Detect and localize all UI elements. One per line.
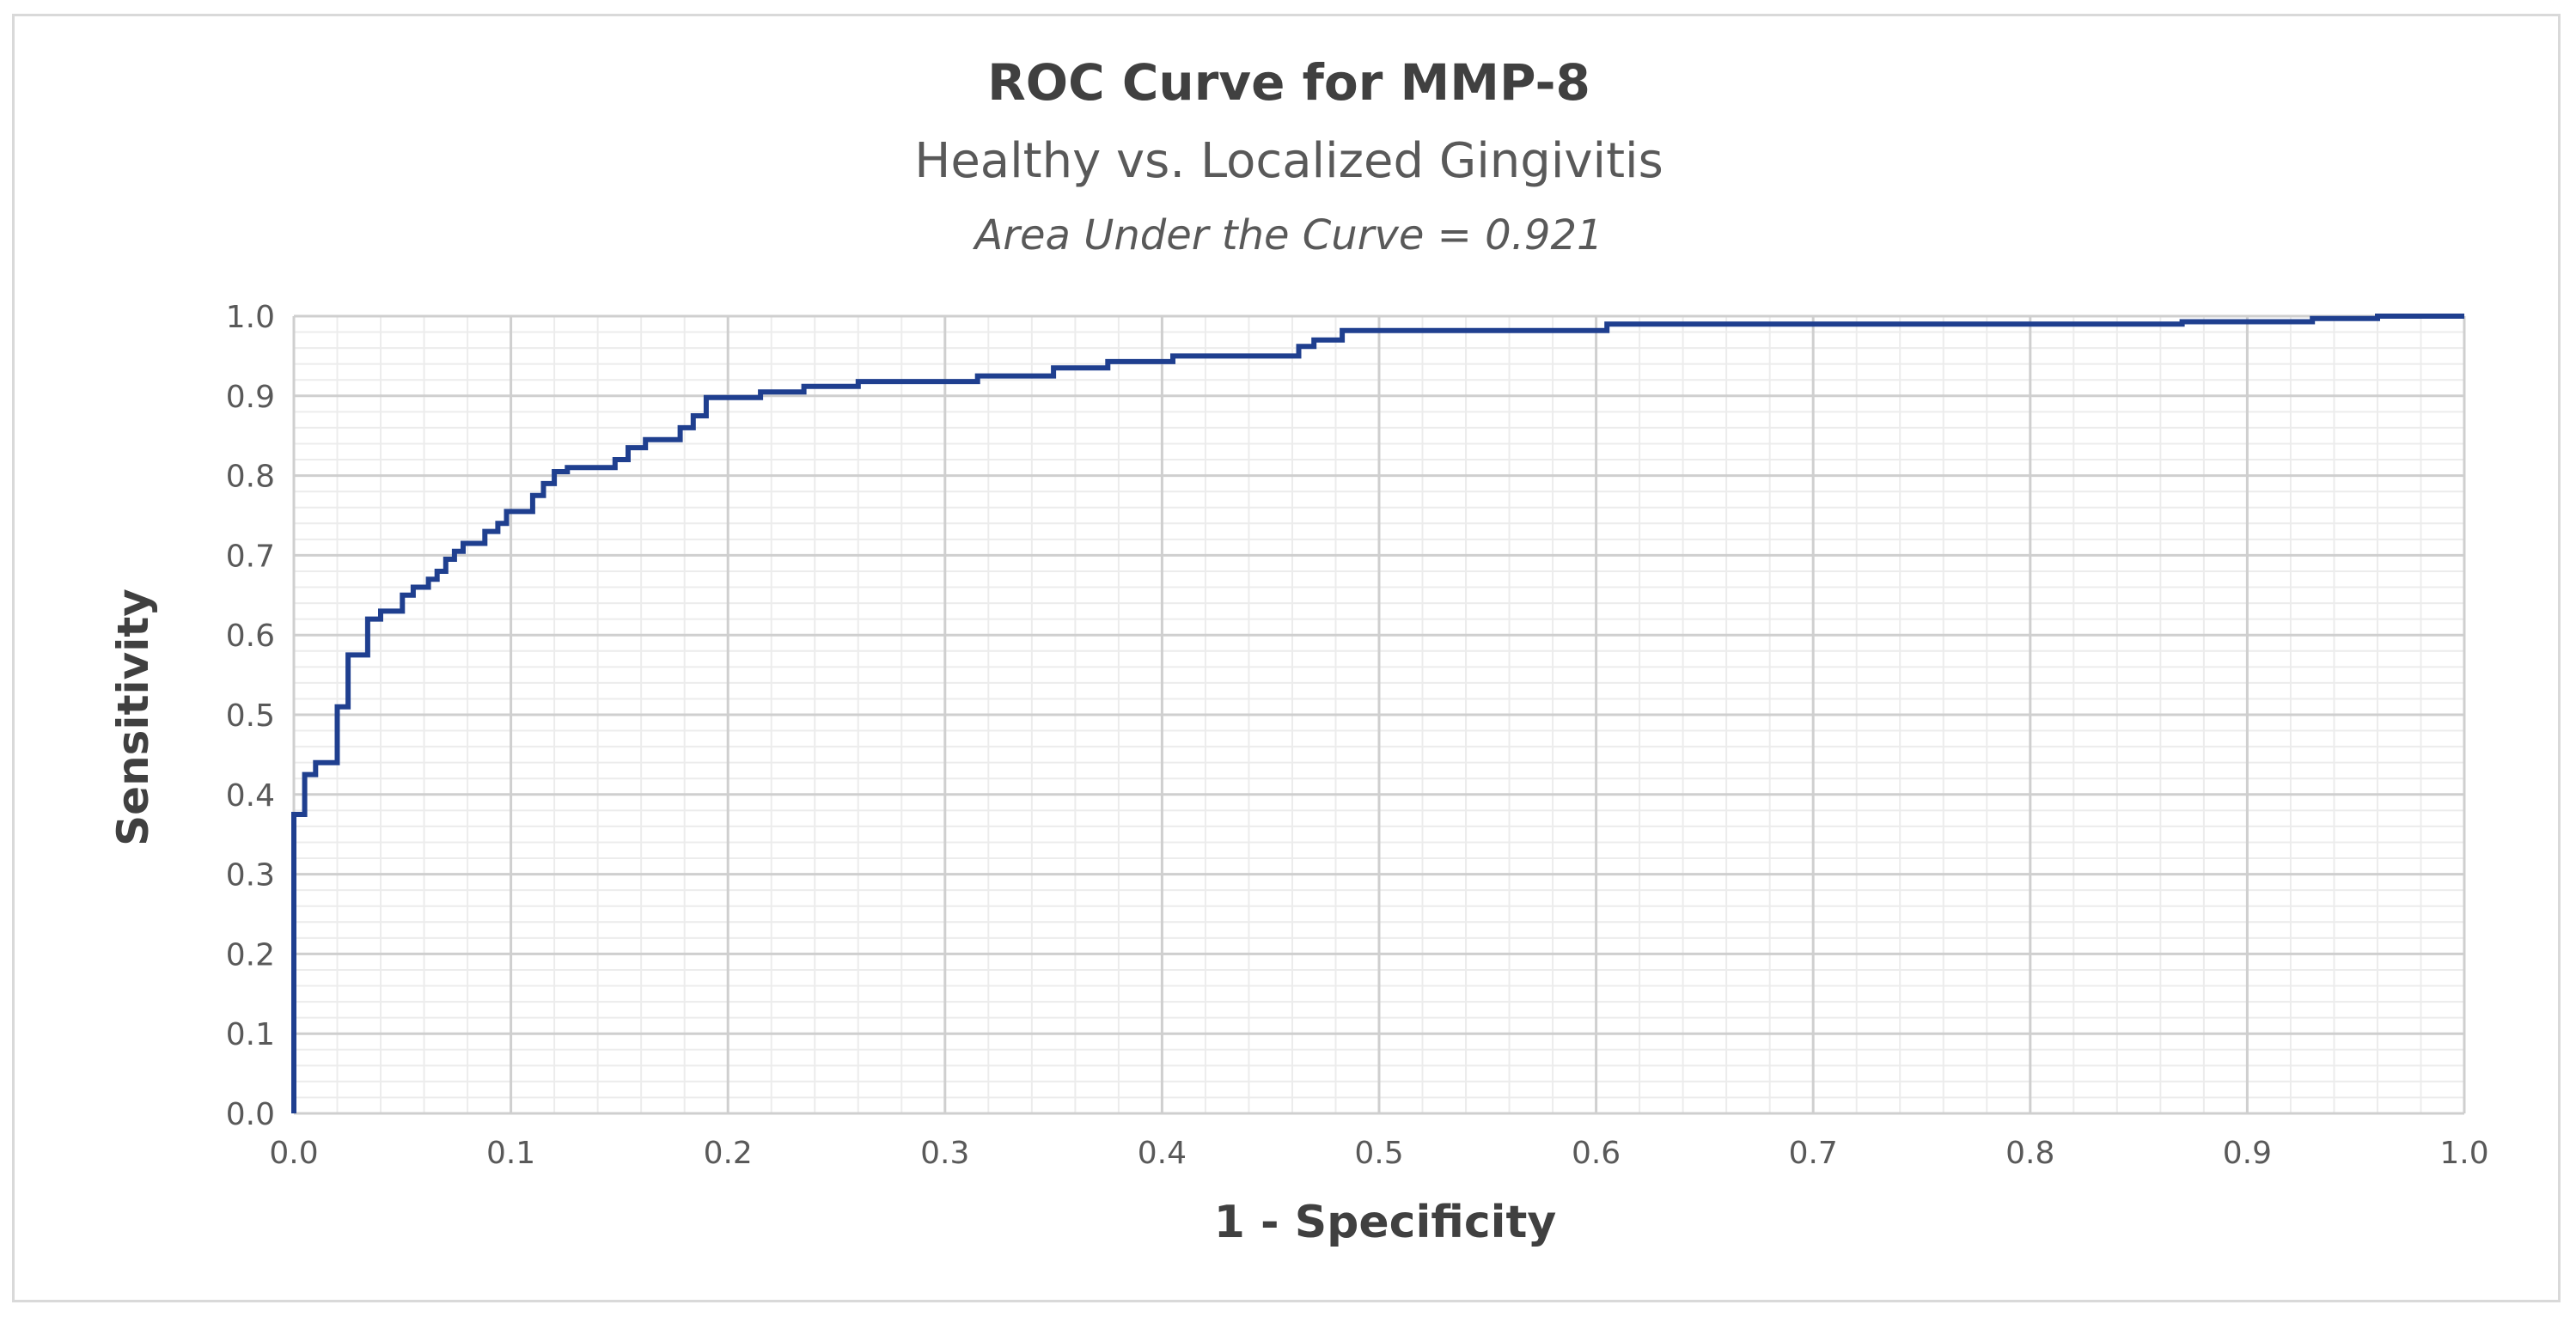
x-tick-label: 0.0 (269, 1136, 318, 1171)
x-tick-label: 0.5 (1354, 1136, 1403, 1171)
x-tick-label: 0.3 (920, 1136, 969, 1171)
x-tick-labels: 0.0 0.1 0.2 0.3 0.4 0.5 0.6 0.7 0.8 0.9 1.0 (269, 1136, 2488, 1171)
x-tick-label: 0.9 (2223, 1136, 2272, 1171)
x-tick-label: 0.6 (1572, 1136, 1621, 1171)
x-tick-label: 0.2 (704, 1136, 753, 1171)
y-tick-label: 0.7 (226, 539, 275, 574)
x-tick-label: 0.1 (486, 1136, 535, 1171)
y-tick-labels: 0.0 0.1 0.2 0.3 0.4 0.5 0.6 0.7 0.8 0.9 1.0 (226, 300, 275, 1132)
y-tick-label: 0.3 (226, 858, 275, 893)
y-tick-label: 1.0 (226, 300, 275, 335)
y-axis-label: Sensitivity (108, 588, 158, 846)
y-tick-label: 0.5 (226, 698, 275, 734)
y-tick-label: 0.1 (226, 1017, 275, 1052)
y-tick-label: 0.9 (226, 380, 275, 415)
chart-subtitle: Healthy vs. Localized Gingivitis (914, 133, 1663, 189)
roc-curve-line (291, 314, 2464, 1113)
major-gridlines (292, 314, 2466, 1115)
chart-frame (12, 14, 2561, 1302)
chart-title: ROC Curve for MMP-8 (987, 53, 1590, 112)
auc-annotation: Area Under the Curve = 0.921 (972, 211, 1602, 259)
x-axis-label: 1 - Specificity (1214, 1197, 1557, 1248)
x-tick-label: 0.7 (1789, 1136, 1838, 1171)
x-tick-label: 0.4 (1138, 1136, 1187, 1171)
y-tick-label: 0.2 (226, 937, 275, 972)
y-tick-label: 0.4 (226, 778, 275, 814)
x-tick-label: 0.8 (2005, 1136, 2054, 1171)
y-tick-label: 0.8 (226, 460, 275, 495)
y-tick-label: 0.0 (226, 1097, 275, 1132)
x-tick-label: 1.0 (2439, 1136, 2488, 1171)
y-tick-label: 0.6 (226, 619, 275, 654)
